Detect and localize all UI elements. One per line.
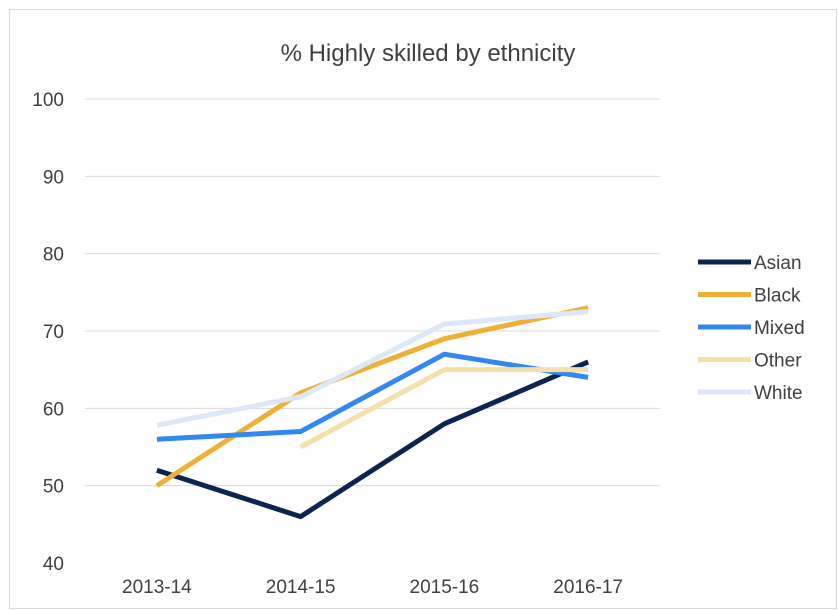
x-tick-label-2013-14: 2013-14 bbox=[122, 577, 192, 598]
gridlines bbox=[85, 98, 660, 487]
y-tick-label-40: 40 bbox=[43, 554, 64, 575]
series-line-black bbox=[155, 305, 589, 488]
legend-label-other: Other bbox=[754, 351, 802, 372]
series-line-mixed bbox=[156, 351, 589, 442]
legend-label-mixed: Mixed bbox=[754, 318, 805, 339]
y-tick-label-70: 70 bbox=[43, 322, 64, 343]
legend-label-white: White bbox=[754, 383, 803, 404]
x-tick-label-2016-17: 2016-17 bbox=[553, 577, 623, 598]
y-tick-label-80: 80 bbox=[43, 245, 64, 266]
legend-label-asian: Asian bbox=[754, 253, 802, 274]
x-axis-ticks: 2013-14 2014-15 2015-16 2016-17 bbox=[122, 577, 623, 598]
y-axis-ticks: 40 50 60 70 80 90 100 bbox=[32, 90, 64, 575]
chart-frame bbox=[9, 9, 837, 609]
y-tick-label-100: 100 bbox=[32, 90, 64, 111]
series-lines bbox=[155, 305, 590, 520]
legend: Asian Black Mixed Other White bbox=[698, 253, 805, 404]
y-tick-label-50: 50 bbox=[43, 477, 64, 498]
y-tick-label-60: 60 bbox=[43, 399, 64, 420]
chart-title: % Highly skilled by ethnicity bbox=[281, 40, 576, 67]
y-tick-label-90: 90 bbox=[43, 167, 64, 188]
series-line-asian bbox=[156, 359, 590, 520]
legend-label-black: Black bbox=[754, 286, 801, 307]
x-tick-label-2014-15: 2014-15 bbox=[266, 577, 336, 598]
series-line-white bbox=[156, 309, 589, 428]
x-tick-label-2015-16: 2015-16 bbox=[410, 577, 480, 598]
